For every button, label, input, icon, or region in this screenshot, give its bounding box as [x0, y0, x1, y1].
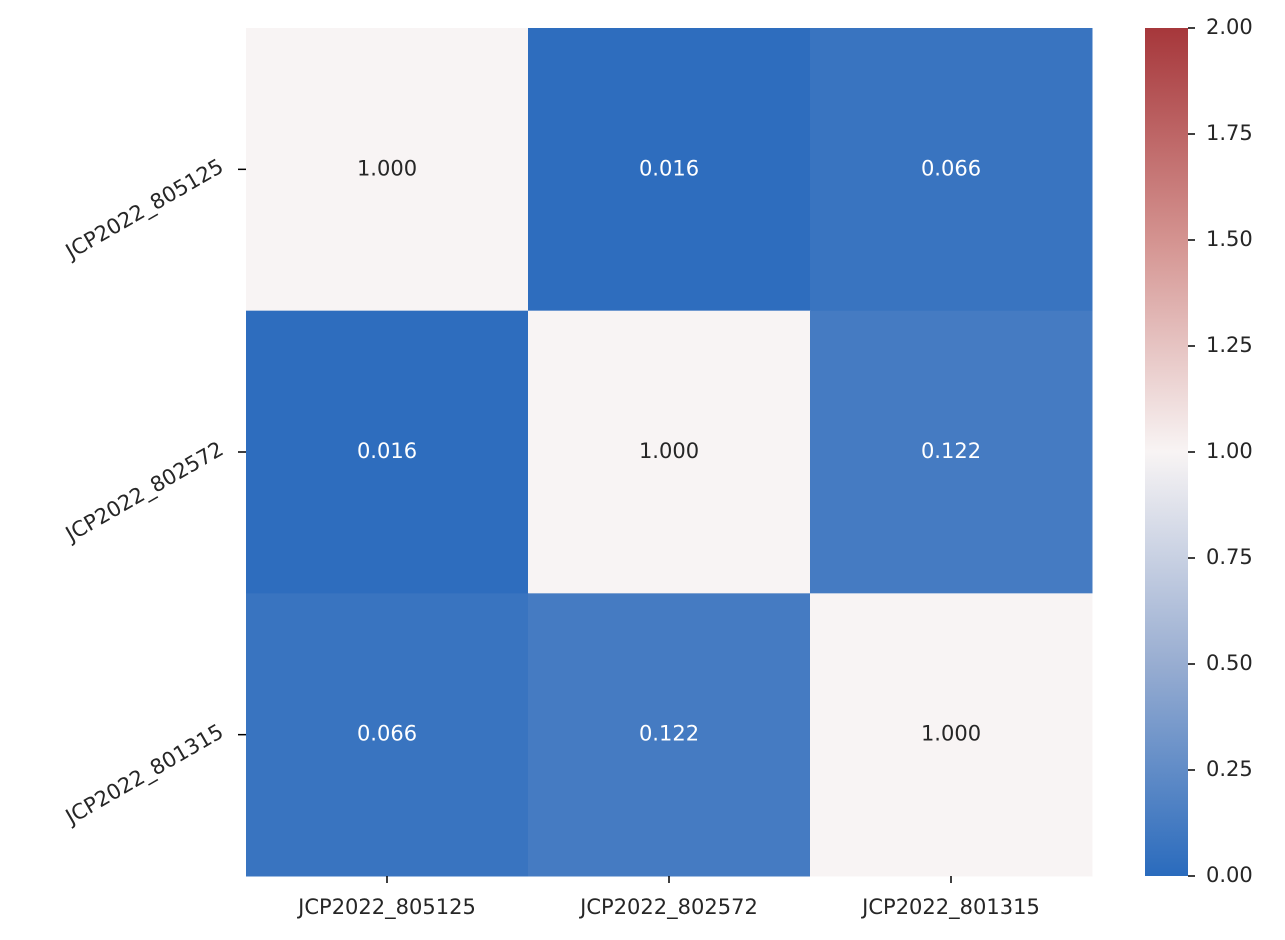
cell-label: 0.016	[639, 156, 699, 180]
cell-label: 0.122	[639, 722, 699, 746]
heatmap-cell	[246, 593, 529, 877]
x-tick-label: JCP2022_802572	[578, 895, 758, 920]
colorbar-tick-label: 0.75	[1206, 545, 1253, 569]
colorbar-tick-label: 2.00	[1206, 15, 1253, 39]
y-tick-label: JCP2022_805125	[60, 154, 228, 265]
cell-label: 1.000	[357, 156, 417, 180]
heatmap-cell	[810, 310, 1093, 594]
colorbar-tick-label: 0.25	[1206, 757, 1253, 781]
cell-label: 1.000	[921, 722, 981, 746]
heatmap-cell	[528, 310, 811, 594]
x-tick-label: JCP2022_801315	[860, 895, 1040, 920]
cell-label: 0.066	[357, 722, 417, 746]
heatmap-cell	[246, 28, 529, 312]
colorbar-tick-label: 0.50	[1206, 651, 1253, 675]
colorbar	[1145, 28, 1188, 876]
heatmap-cell	[810, 593, 1093, 877]
y-tick-label: JCP2022_802572	[60, 437, 228, 548]
colorbar-tick-label: 0.00	[1206, 863, 1253, 887]
heatmap-cell	[810, 28, 1093, 312]
heatmap-cell	[528, 28, 811, 312]
cell-label: 0.066	[921, 156, 981, 180]
cell-label: 0.122	[921, 439, 981, 463]
colorbar-tick-label: 1.75	[1206, 121, 1253, 145]
x-tick-label: JCP2022_805125	[296, 895, 476, 920]
y-tick-label: JCP2022_801315	[60, 719, 228, 830]
colorbar-tick-label: 1.50	[1206, 227, 1253, 251]
cell-label: 1.000	[639, 439, 699, 463]
cell-label: 0.016	[357, 439, 417, 463]
colorbar-tick-label: 1.25	[1206, 333, 1253, 357]
colorbar-tick-label: 1.00	[1206, 439, 1253, 463]
heatmap-cell	[246, 310, 529, 594]
heatmap-cell	[528, 593, 811, 877]
